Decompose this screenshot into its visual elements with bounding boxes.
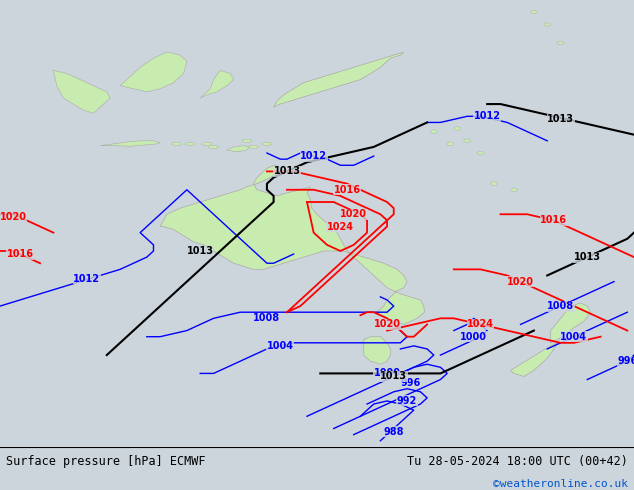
Text: 1024: 1024 bbox=[327, 221, 354, 231]
Text: 1013: 1013 bbox=[273, 167, 301, 176]
Text: 1020: 1020 bbox=[0, 212, 27, 222]
Ellipse shape bbox=[557, 41, 564, 45]
Polygon shape bbox=[200, 71, 233, 98]
Text: 1016: 1016 bbox=[540, 216, 567, 225]
Text: 1024: 1024 bbox=[467, 319, 494, 329]
Text: Tu 28-05-2024 18:00 UTC (00+42): Tu 28-05-2024 18:00 UTC (00+42) bbox=[407, 456, 628, 468]
Text: 1000: 1000 bbox=[460, 332, 488, 342]
Text: 1012: 1012 bbox=[300, 151, 327, 161]
Polygon shape bbox=[160, 165, 424, 324]
Text: 1016: 1016 bbox=[6, 249, 34, 259]
Text: 1020: 1020 bbox=[373, 319, 401, 329]
Text: 1004: 1004 bbox=[267, 341, 294, 351]
Ellipse shape bbox=[531, 11, 537, 14]
Polygon shape bbox=[510, 343, 557, 376]
Polygon shape bbox=[227, 146, 249, 152]
Text: 1013: 1013 bbox=[380, 371, 407, 382]
Text: 988: 988 bbox=[384, 427, 404, 437]
Text: 992: 992 bbox=[397, 396, 417, 406]
Text: 1004: 1004 bbox=[560, 332, 588, 342]
Ellipse shape bbox=[464, 139, 470, 143]
Ellipse shape bbox=[454, 127, 460, 130]
Ellipse shape bbox=[202, 142, 212, 146]
Text: 1008: 1008 bbox=[547, 301, 574, 311]
Text: 1016: 1016 bbox=[333, 185, 361, 195]
Polygon shape bbox=[274, 52, 404, 107]
Ellipse shape bbox=[262, 142, 272, 146]
Ellipse shape bbox=[447, 142, 454, 146]
Polygon shape bbox=[120, 52, 187, 92]
Text: Surface pressure [hPa] ECMWF: Surface pressure [hPa] ECMWF bbox=[6, 456, 206, 468]
Ellipse shape bbox=[232, 148, 242, 151]
Text: 1008: 1008 bbox=[254, 313, 280, 323]
Polygon shape bbox=[100, 141, 160, 147]
Ellipse shape bbox=[430, 130, 437, 133]
Ellipse shape bbox=[477, 151, 484, 155]
Ellipse shape bbox=[510, 188, 517, 192]
Ellipse shape bbox=[491, 182, 497, 186]
Text: 1013: 1013 bbox=[186, 246, 214, 256]
Text: 1012: 1012 bbox=[74, 273, 100, 284]
Text: 1020: 1020 bbox=[340, 209, 367, 219]
Text: 1000: 1000 bbox=[373, 368, 401, 378]
Text: 1013: 1013 bbox=[547, 114, 574, 124]
Polygon shape bbox=[364, 337, 391, 364]
Text: ©weatheronline.co.uk: ©weatheronline.co.uk bbox=[493, 479, 628, 489]
Ellipse shape bbox=[242, 139, 252, 142]
Text: 996: 996 bbox=[400, 378, 420, 388]
Ellipse shape bbox=[172, 142, 182, 146]
Ellipse shape bbox=[249, 146, 259, 148]
Polygon shape bbox=[53, 71, 110, 113]
Text: 996: 996 bbox=[618, 356, 634, 366]
Text: 1020: 1020 bbox=[507, 276, 534, 287]
Ellipse shape bbox=[209, 146, 219, 148]
Polygon shape bbox=[550, 303, 591, 343]
Ellipse shape bbox=[185, 142, 195, 146]
Text: 1012: 1012 bbox=[474, 111, 501, 122]
Text: 1013: 1013 bbox=[574, 252, 601, 262]
Ellipse shape bbox=[544, 23, 550, 26]
